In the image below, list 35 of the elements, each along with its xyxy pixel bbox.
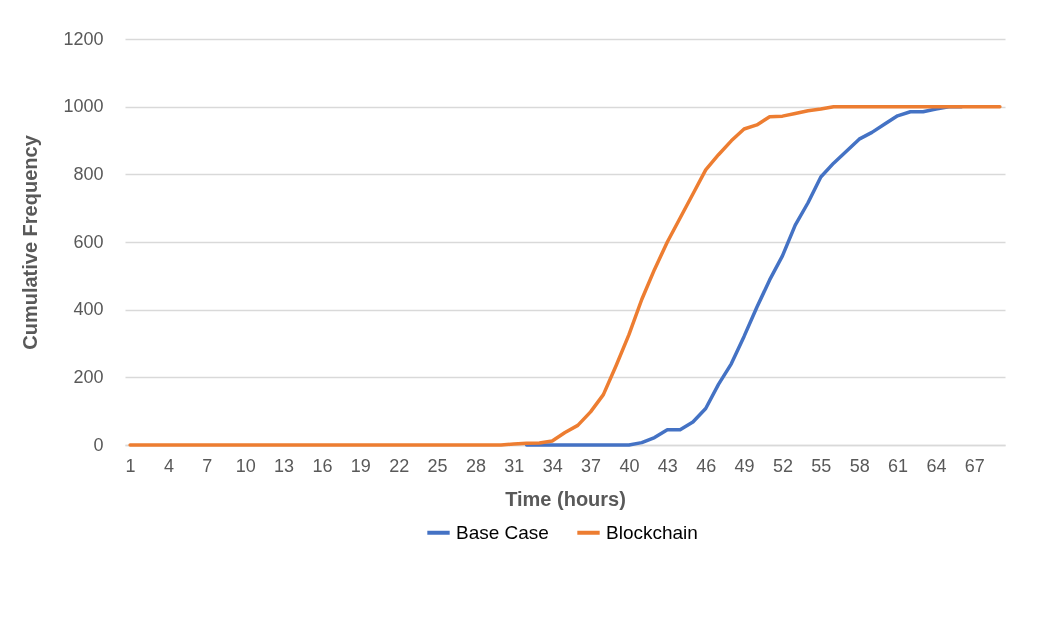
x-axis-title: Time (hours) — [505, 487, 626, 510]
x-tick-label: 46 — [696, 455, 717, 476]
x-tick-label: 7 — [202, 455, 213, 476]
legend-label: Base Case — [456, 521, 549, 543]
line-series — [128, 104, 1002, 447]
x-tick-label: 40 — [619, 455, 640, 476]
x-tick-label: 13 — [274, 455, 295, 476]
x-tick-label: 10 — [235, 455, 256, 476]
y-tick-label: 200 — [73, 366, 104, 387]
x-tick-label: 67 — [964, 455, 985, 476]
x-tick-label: 58 — [849, 455, 870, 476]
y-tick-label: 0 — [93, 434, 104, 455]
y-tick-label: 600 — [73, 231, 104, 252]
x-tick-label: 16 — [312, 455, 333, 476]
x-tick-label: 1 — [125, 455, 136, 476]
legend-label: Blockchain — [606, 521, 698, 543]
y-tick-label: 800 — [73, 163, 104, 184]
y-tick-label: 1200 — [63, 28, 104, 49]
x-tick-label: 19 — [350, 455, 371, 476]
x-tick-label: 28 — [465, 455, 486, 476]
x-tick-label: 25 — [427, 455, 448, 476]
x-tick-label: 64 — [926, 455, 947, 476]
x-tick-label: 31 — [504, 455, 525, 476]
x-tick-label: 61 — [888, 455, 909, 476]
x-tick-label: 34 — [542, 455, 563, 476]
x-tick-label: 43 — [657, 455, 678, 476]
x-tick-label: 37 — [581, 455, 602, 476]
y-tick-label: 400 — [73, 299, 104, 320]
y-tick-label: 1000 — [63, 96, 104, 117]
y-axis-title: Cumulative Frequency — [19, 134, 42, 350]
x-tick-label: 22 — [389, 455, 410, 476]
x-tick-label: 4 — [163, 455, 174, 476]
x-tick-label: 52 — [772, 455, 793, 476]
x-tick-label: 49 — [734, 455, 755, 476]
x-tick-label: 55 — [811, 455, 832, 476]
